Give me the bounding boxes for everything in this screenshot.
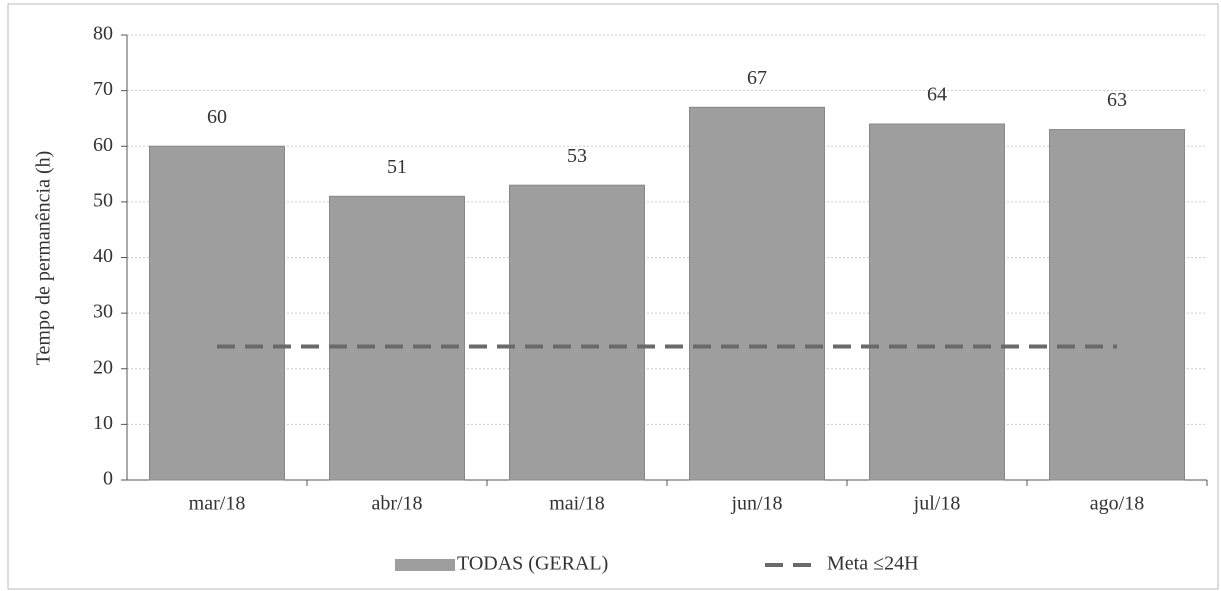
x-tick-label: mar/18 <box>189 493 246 515</box>
y-tick-label: 70 <box>93 78 113 100</box>
data-label: 63 <box>1107 89 1127 111</box>
legend-swatch <box>395 559 455 571</box>
y-tick-label: 30 <box>93 301 113 323</box>
y-tick-label: 0 <box>103 468 113 490</box>
bar <box>1049 129 1185 481</box>
bar <box>329 195 465 481</box>
x-tick-label: jul/18 <box>913 493 961 515</box>
data-label: 53 <box>567 145 587 167</box>
bar <box>509 184 645 481</box>
data-label: 51 <box>387 156 407 178</box>
y-tick-label: 80 <box>93 23 113 45</box>
x-tick-label: mai/18 <box>549 493 605 515</box>
y-tick-label: 20 <box>93 356 113 378</box>
y-tick-label: 40 <box>93 245 113 267</box>
bar <box>689 106 825 481</box>
data-label: 67 <box>747 67 767 89</box>
bar <box>149 145 285 481</box>
y-axis-label: Tempo de permanência (h) <box>33 151 55 366</box>
frame <box>7 3 1219 590</box>
y-tick-label: 60 <box>93 134 113 156</box>
x-tick-label: jun/18 <box>730 493 782 515</box>
legend-label: TODAS (GERAL) <box>457 553 608 575</box>
bar <box>869 123 1005 481</box>
data-label: 64 <box>927 84 947 106</box>
y-tick-label: 10 <box>93 412 113 434</box>
x-tick-label: ago/18 <box>1090 493 1144 515</box>
y-tick-label: 50 <box>93 189 113 211</box>
x-tick-label: abr/18 <box>371 493 422 515</box>
legend-label: Meta ≤24H <box>827 553 919 575</box>
data-label: 60 <box>207 106 227 128</box>
